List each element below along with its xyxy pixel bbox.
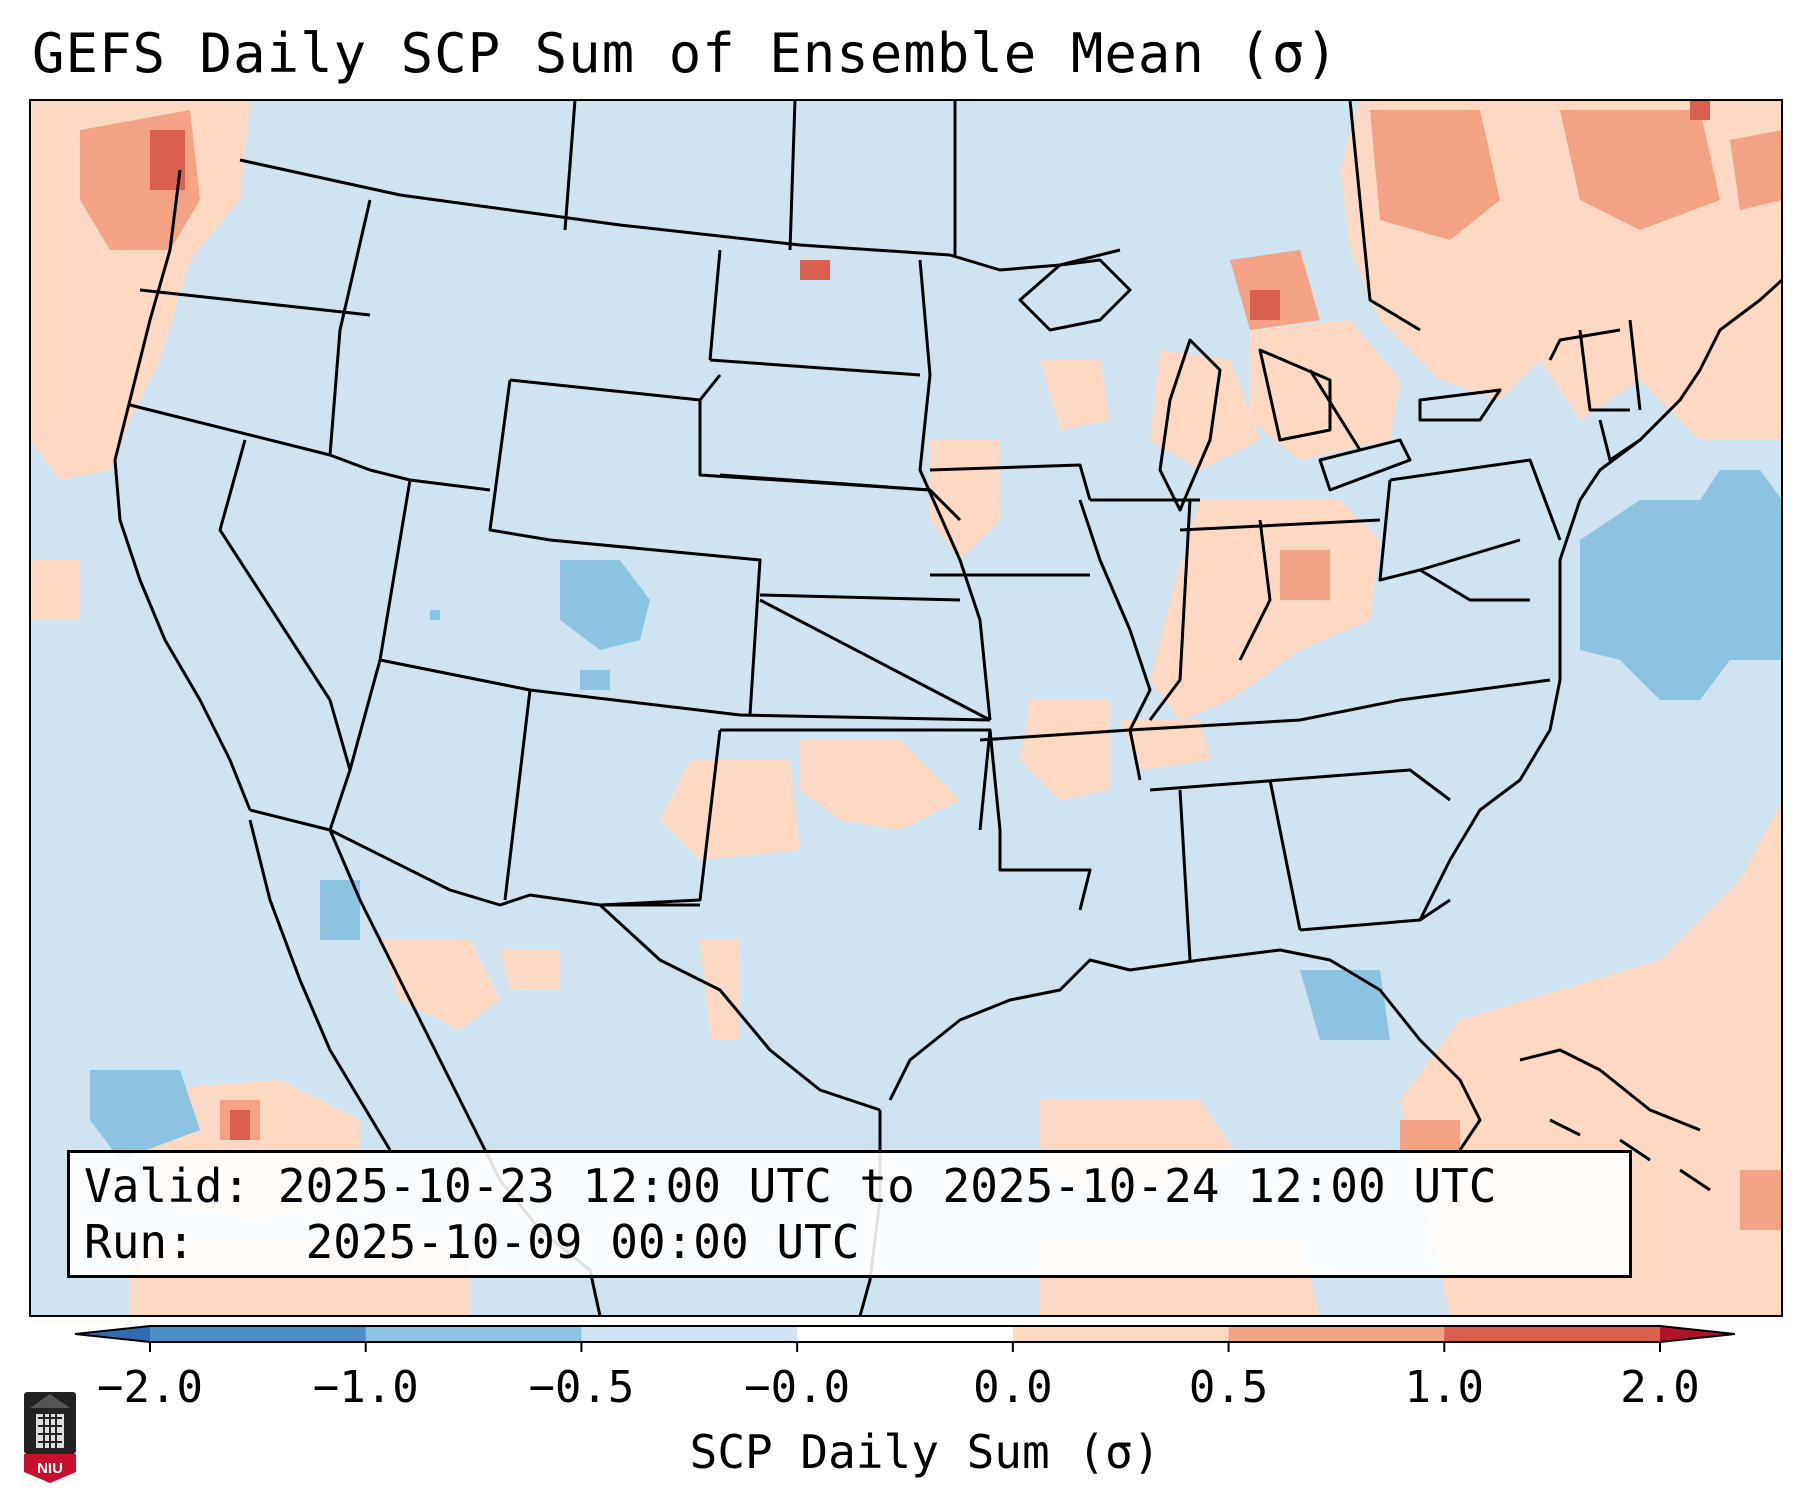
colorbar-tick-label: 0.5 [1188,1362,1269,1413]
negative-anomaly-moderate [90,470,1782,1160]
lake-ontario [1418,388,1502,422]
colorbar-bin [1444,1326,1661,1342]
colorbar-bin [1012,1326,1230,1342]
gulf-coastline [888,948,1482,1151]
us-canada-border [239,158,1121,272]
pacific-coastline [113,169,252,811]
colorbar-tick-label: −0.0 [744,1362,851,1413]
colorbar-bin [1228,1326,1445,1342]
colorbar-bins [150,1326,1661,1342]
colorbar-tick-label: 0.0 [973,1362,1053,1413]
run-label: Run: [84,1215,195,1269]
lake-superior [1018,258,1132,332]
colorbar-tick-label: −1.0 [312,1362,419,1413]
lake-erie [1318,438,1412,492]
atlantic-coastline [1418,278,1782,921]
page-title: GEFS Daily SCP Sum of Ensemble Mean (σ) [32,22,1339,85]
colorbar-under-arrow [75,1326,150,1342]
info-box: Valid: 2025-10-23 12:00 UTC to 2025-10-2… [67,1150,1632,1278]
colorbar-title: SCP Daily Sum (σ) [689,1425,1161,1479]
valid-value: 2025-10-23 12:00 UTC to 2025-10-24 12:00… [277,1159,1497,1213]
colorbar-bin [581,1326,798,1342]
logo-text: NIU [37,1460,63,1477]
colorbar-bin [150,1326,367,1342]
colorbar-bin [365,1326,582,1342]
valid-label: Valid: [84,1159,251,1213]
state-boundaries [113,100,1782,1316]
colorbar-over-arrow [1660,1326,1735,1342]
colorbar-ticks [149,1342,1661,1352]
positive-anomaly-strong [150,100,1710,1140]
map-field [30,100,1782,1316]
colorbar-tick-label: −0.5 [528,1362,635,1413]
valid-line: Valid: 2025-10-23 12:00 UTC to 2025-10-2… [84,1159,1496,1213]
colorbar-bin [797,1326,1014,1342]
colorbar-tick-label: −2.0 [97,1362,203,1413]
colorbar-tick-label: 2.0 [1620,1362,1700,1413]
niu-logo: NIU [24,1392,76,1483]
lake-michigan [1158,338,1222,512]
map-frame [29,99,1783,1317]
colorbar [74,1325,1736,1352]
colorbar-tick-label: 1.0 [1404,1362,1485,1413]
run-value: 2025-10-09 00:00 UTC [305,1215,860,1269]
lake-huron [1258,348,1332,442]
run-line: Run: 2025-10-09 00:00 UTC [84,1215,859,1269]
